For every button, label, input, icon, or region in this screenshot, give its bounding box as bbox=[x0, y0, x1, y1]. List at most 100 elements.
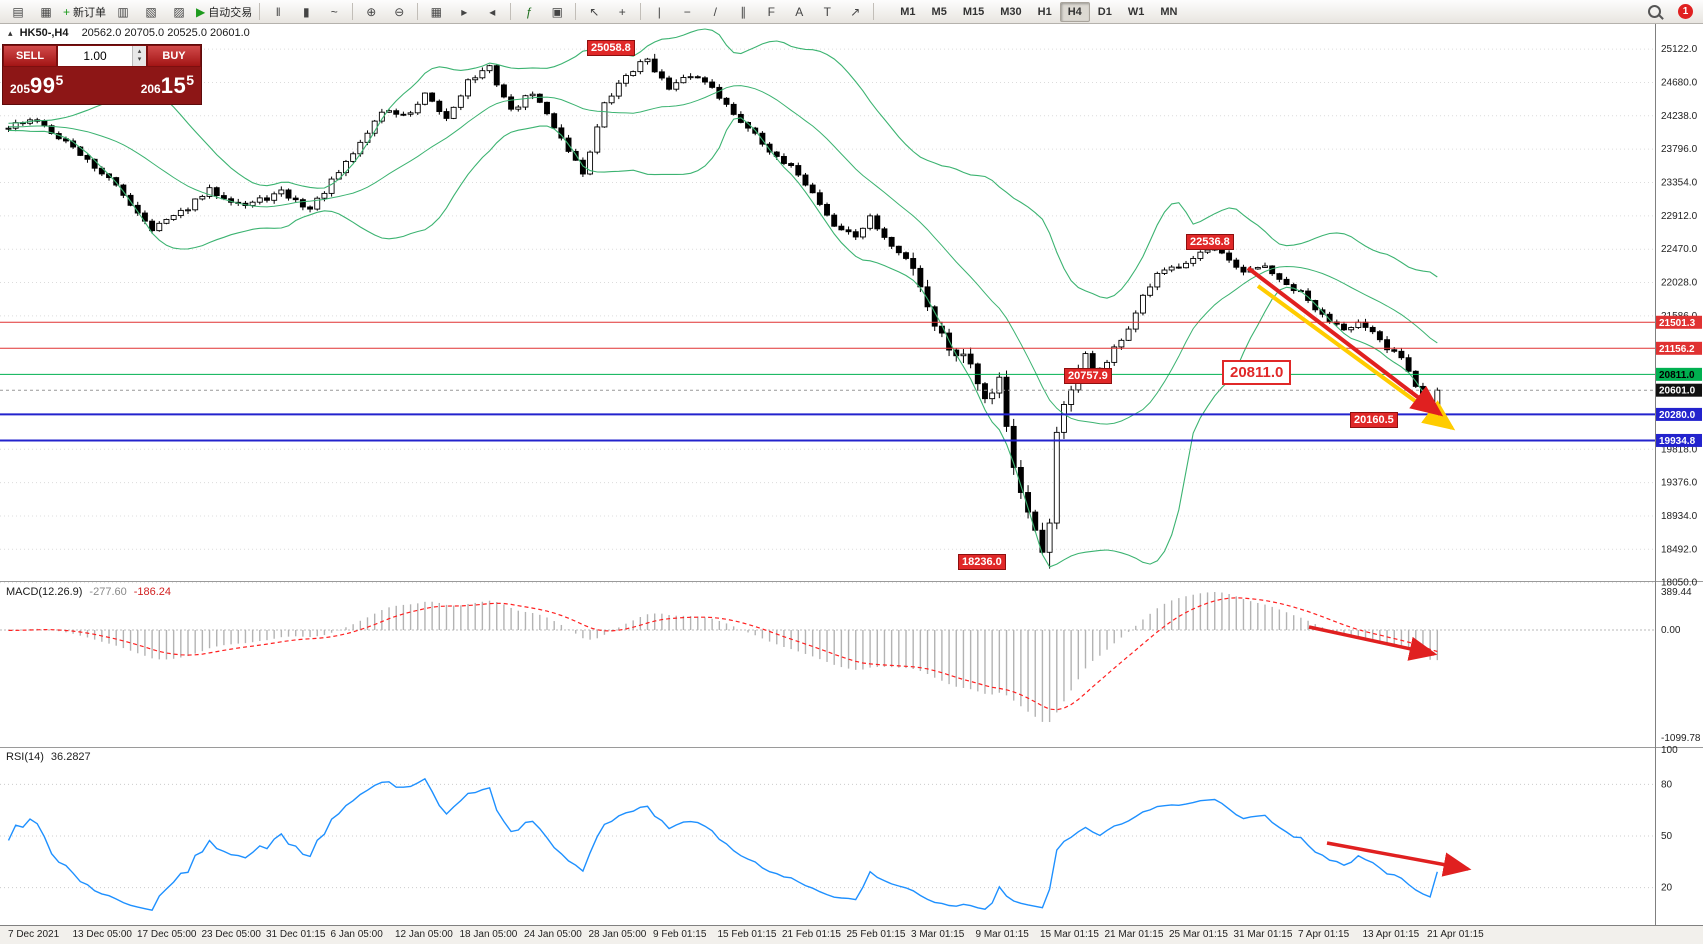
candlestick bbox=[1118, 339, 1125, 348]
cursor-icon[interactable]: ↖ bbox=[580, 1, 608, 23]
candlestick bbox=[960, 353, 967, 357]
sell-button[interactable]: SELL bbox=[3, 45, 57, 67]
candlestick bbox=[809, 184, 816, 194]
time-axis-label: 9 Mar 01:15 bbox=[975, 929, 1029, 940]
time-axis-label: 15 Feb 01:15 bbox=[717, 929, 777, 940]
chart-profiles-icon[interactable]: ▦ bbox=[32, 1, 60, 23]
trend-arrow-yellow[interactable] bbox=[1256, 284, 1456, 431]
zoom-in-icon[interactable]: ⊕ bbox=[357, 1, 385, 23]
toolbar-separator bbox=[352, 3, 354, 20]
candlestick bbox=[651, 58, 658, 73]
macd-name: MACD(12.26.9) bbox=[6, 586, 83, 598]
time-axis: 7 Dec 2021 13 Dec 05:00 17 Dec 05:00 23 Dec… bbox=[0, 925, 1703, 944]
text-icon[interactable]: A bbox=[785, 1, 813, 23]
candlestick bbox=[48, 125, 55, 134]
candlestick bbox=[903, 252, 909, 259]
timeframe-button-m1[interactable]: M1 bbox=[900, 5, 916, 18]
autotrading-button[interactable]: ▶ 自动交易 bbox=[193, 1, 255, 23]
volume-decrease-button[interactable]: ▾ bbox=[137, 56, 142, 63]
timeframe-button-m30[interactable]: M30 bbox=[1000, 5, 1022, 18]
time-axis-label: 9 Feb 01:15 bbox=[653, 929, 707, 940]
market-watch-icon[interactable]: ▥ bbox=[109, 1, 137, 23]
candlestick bbox=[1283, 278, 1290, 286]
search-button[interactable] bbox=[1640, 1, 1668, 23]
label-icon[interactable]: T bbox=[813, 1, 841, 23]
tile-windows-icon[interactable]: ▦ bbox=[422, 1, 450, 23]
templates-icon[interactable]: ▣ bbox=[543, 1, 571, 23]
price-annotation[interactable]: 18236.0 bbox=[958, 554, 1006, 570]
trade-panel-pr: 205995 206155 bbox=[3, 67, 201, 104]
candlestick bbox=[1017, 466, 1024, 493]
bar-chart-icon[interactable]: ‖ bbox=[264, 1, 292, 23]
price-axis-label: 22028.0 bbox=[1661, 278, 1698, 289]
candlestick bbox=[795, 165, 802, 176]
candlestick bbox=[321, 192, 328, 199]
candlestick bbox=[1204, 249, 1211, 253]
indicators-icon[interactable]: ƒ bbox=[515, 1, 543, 23]
volume-increase-button[interactable]: ▴ bbox=[137, 48, 142, 55]
horizontal-line-icon[interactable]: − bbox=[673, 1, 701, 23]
candlestick bbox=[5, 127, 12, 130]
line-chart-icon[interactable]: ~ bbox=[320, 1, 348, 23]
timeframe-button-w1[interactable]: W1 bbox=[1127, 5, 1145, 18]
key-level-label[interactable]: 20811.0 bbox=[1222, 360, 1292, 385]
candlestick bbox=[343, 160, 349, 174]
time-axis-label: 13 Apr 01:15 bbox=[1362, 929, 1420, 940]
zoom-out-icon[interactable]: ⊖ bbox=[385, 1, 413, 23]
price-axis-tag-label: 20601.0 bbox=[1659, 386, 1696, 397]
timeframe-button-m15[interactable]: M15 bbox=[962, 5, 985, 18]
candlestick bbox=[838, 225, 845, 231]
crosshair-icon[interactable]: + bbox=[608, 1, 636, 23]
timeframe-button-d1[interactable]: D1 bbox=[1097, 5, 1112, 18]
fibonacci-icon[interactable]: F bbox=[757, 1, 785, 23]
candlestick bbox=[1125, 328, 1132, 341]
price-annotation[interactable]: 20160.5 bbox=[1350, 412, 1398, 428]
rsi-axis-label: 20 bbox=[1661, 883, 1673, 894]
candlestick bbox=[278, 189, 285, 195]
channel-icon: ∥ bbox=[740, 4, 747, 19]
trendline-icon[interactable]: / bbox=[701, 1, 729, 23]
trend-arrow-macd[interactable] bbox=[1308, 625, 1438, 661]
data-window-icon[interactable]: ▧ bbox=[137, 1, 165, 23]
trend-arrow-main[interactable] bbox=[1246, 266, 1444, 417]
timeframe-button-h4[interactable]: H4 bbox=[1059, 1, 1090, 22]
notification-badge[interactable]: 1 bbox=[1678, 4, 1693, 19]
channel-icon[interactable]: ∥ bbox=[729, 1, 757, 23]
new-order-button[interactable]: + 新订单 bbox=[60, 1, 109, 23]
candlestick bbox=[307, 206, 314, 210]
collapse-panel-icon[interactable]: ▴ bbox=[8, 28, 13, 38]
timeframe-button-mn[interactable]: MN bbox=[1160, 5, 1178, 18]
macd-value-1: -277.60 bbox=[89, 586, 127, 598]
candlestick bbox=[824, 203, 830, 216]
price-annotation[interactable]: 20757.9 bbox=[1064, 368, 1112, 384]
timeframe-button-h1[interactable]: H1 bbox=[1037, 5, 1052, 18]
candlestick-chart-icon[interactable]: ▮ bbox=[292, 1, 320, 23]
rsi-indicator-label: RSI(14) 36.2827 bbox=[6, 751, 91, 763]
candlestick bbox=[264, 197, 270, 201]
volume-input[interactable] bbox=[58, 46, 132, 66]
navigator-icon[interactable]: ▨ bbox=[165, 1, 193, 23]
candlestick bbox=[1362, 321, 1369, 328]
vertical-line-icon[interactable]: | bbox=[645, 1, 673, 23]
candlestick bbox=[1312, 300, 1319, 311]
candlestick bbox=[1046, 522, 1053, 553]
arrows-icon[interactable]: ↗ bbox=[841, 1, 869, 23]
new-chart-icon[interactable]: ▤ bbox=[4, 1, 32, 23]
price-axis-label: 24680.0 bbox=[1661, 77, 1698, 88]
timeframe-button-m5[interactable]: M5 bbox=[931, 5, 947, 18]
price-annotation[interactable]: 22536.8 bbox=[1186, 234, 1234, 250]
candlestick bbox=[479, 70, 486, 79]
candlestick bbox=[1053, 431, 1060, 524]
buy-button[interactable]: BUY bbox=[147, 45, 201, 67]
candlestick bbox=[156, 222, 163, 232]
price-axis-tag-label: 21501.3 bbox=[1659, 318, 1696, 329]
auto-scroll-icon[interactable]: ▸ bbox=[450, 1, 478, 23]
price-annotation[interactable]: 25058.8 bbox=[587, 40, 635, 56]
chart-shift-icon[interactable]: ◂ bbox=[478, 1, 506, 23]
zoom-out-icon: ⊖ bbox=[394, 4, 405, 19]
price-axis-tag bbox=[1656, 383, 1702, 397]
candlestick bbox=[974, 363, 981, 385]
trend-arrow-rsi[interactable] bbox=[1326, 841, 1472, 877]
candlestick bbox=[421, 92, 428, 105]
